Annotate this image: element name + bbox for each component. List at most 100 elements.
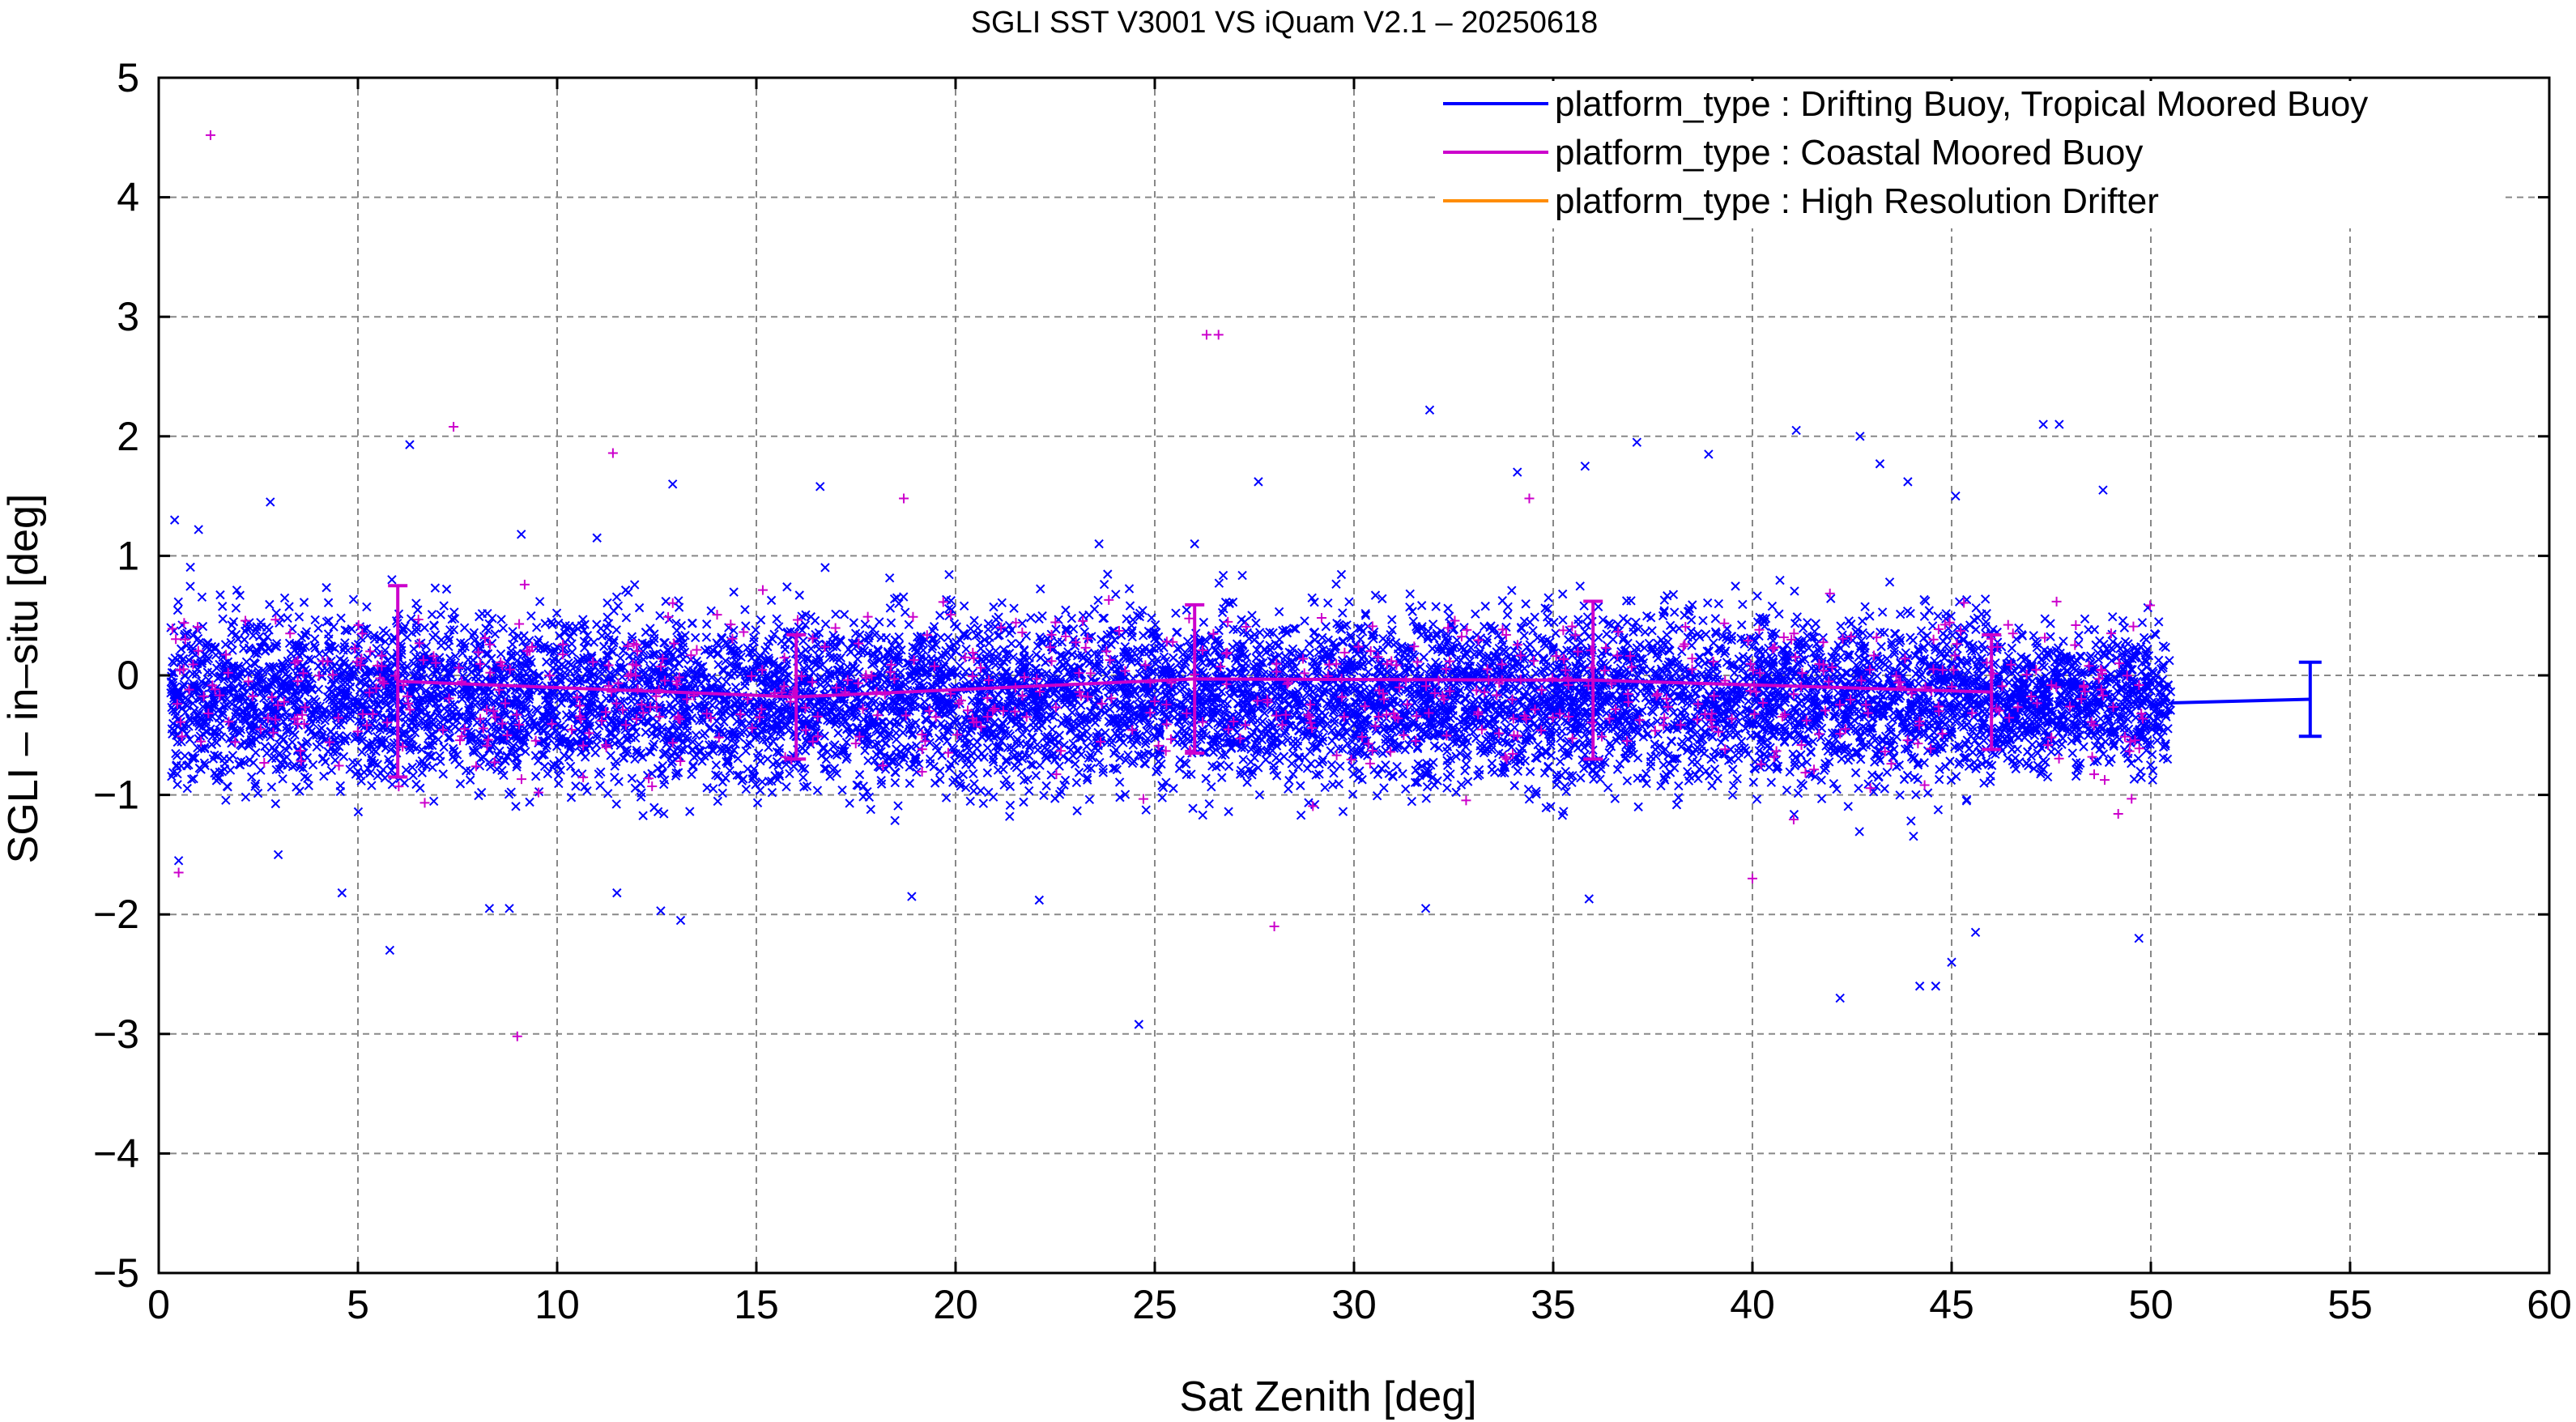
data-point [1744, 696, 1753, 706]
data-point [1419, 652, 1429, 662]
data-point [439, 742, 449, 752]
data-point [1513, 766, 1523, 777]
data-point [540, 619, 550, 628]
data-point [1775, 575, 1785, 585]
data-point [1880, 784, 1889, 794]
data-point [1667, 736, 1677, 747]
data-point [367, 781, 377, 790]
data-point [571, 781, 581, 791]
data-point [270, 798, 281, 809]
data-point [691, 632, 700, 643]
data-point [1933, 805, 1944, 815]
data-point [1007, 639, 1016, 649]
data-point [961, 644, 971, 654]
data-point [2165, 656, 2174, 666]
data-point [566, 793, 577, 803]
data-point [173, 597, 183, 607]
data-point [688, 760, 698, 771]
data-point [348, 594, 359, 604]
data-point [1407, 796, 1417, 807]
data-point [1326, 760, 1337, 770]
data-point [935, 766, 945, 776]
data-point [713, 796, 723, 807]
data-point [722, 677, 731, 687]
data-point [1729, 781, 1739, 790]
data-point [1884, 577, 1895, 587]
data-point [1096, 634, 1106, 645]
data-point [1300, 616, 1309, 626]
data-point [621, 613, 632, 623]
data-point [1798, 624, 1808, 633]
data-point [266, 782, 277, 792]
data-point [1362, 751, 1373, 760]
data-point [837, 785, 847, 795]
data-point [1785, 767, 1795, 777]
data-point [180, 751, 190, 761]
data-point [701, 632, 712, 642]
data-point [935, 632, 946, 642]
data-point [1387, 615, 1397, 624]
data-point [1422, 781, 1433, 792]
data-point [279, 593, 290, 603]
data-point [2107, 629, 2117, 640]
data-point [1214, 578, 1224, 588]
data-point [2040, 614, 2050, 624]
data-point [2074, 631, 2084, 641]
data-point [884, 573, 895, 583]
data-point [845, 798, 854, 808]
data-point [1036, 653, 1045, 663]
data-point [702, 783, 712, 793]
data-point [989, 602, 998, 612]
data-point [224, 754, 235, 764]
data-point [1201, 773, 1211, 784]
data-point [1242, 777, 1252, 787]
data-point [300, 772, 310, 782]
data-point [982, 768, 993, 778]
data-point [1109, 748, 1119, 759]
data-point [1543, 593, 1553, 602]
data-point [1217, 773, 1227, 782]
data-point [1748, 777, 1759, 787]
data-point [2098, 749, 2109, 759]
data-point [772, 614, 781, 624]
data-point [185, 581, 195, 591]
data-point [1109, 635, 1120, 645]
data-point [893, 801, 903, 811]
data-point [1843, 802, 1853, 811]
data-point [831, 609, 841, 619]
data-point [310, 615, 320, 625]
data-point [2007, 643, 2017, 654]
data-point [1707, 781, 1717, 791]
data-point [2067, 748, 2078, 758]
data-point [530, 772, 541, 781]
data-point [1728, 764, 1738, 774]
data-point [1099, 580, 1109, 590]
data-point [1338, 807, 1348, 816]
data-point [820, 619, 831, 629]
data-point [706, 606, 716, 616]
data-point [1811, 619, 1821, 628]
data-point [256, 765, 266, 775]
data-point [326, 765, 337, 776]
data-point [997, 598, 1007, 608]
data-point [427, 610, 437, 619]
data-point [411, 598, 421, 608]
data-point [1357, 627, 1368, 636]
data-point [1669, 607, 1680, 617]
data-point [1594, 632, 1603, 642]
data-point [1836, 621, 1846, 631]
data-point [798, 636, 808, 646]
data-point [1074, 768, 1084, 777]
data-point [875, 617, 884, 627]
data-point [1284, 784, 1293, 794]
data-point [905, 778, 915, 789]
data-point [901, 607, 910, 617]
data-point [1171, 608, 1181, 618]
data-point [1334, 779, 1344, 789]
data-point [849, 618, 859, 628]
data-point [852, 780, 862, 790]
data-point [1640, 627, 1650, 637]
data-point [2091, 640, 2101, 650]
data-point [1523, 784, 1534, 794]
